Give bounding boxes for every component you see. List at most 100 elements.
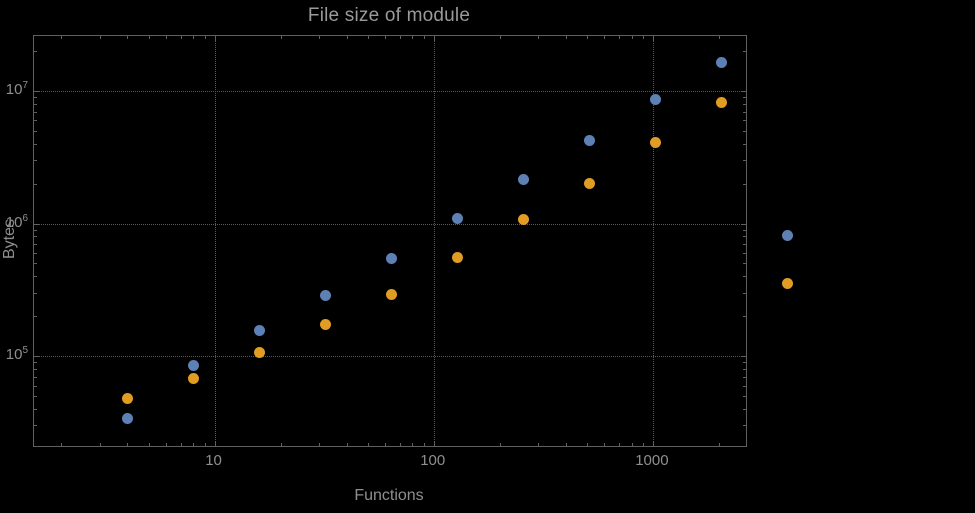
y-minor-tick [34, 120, 37, 122]
y-minor-tick [743, 385, 746, 387]
x-minor-tick [148, 443, 150, 446]
y-major-tick [34, 356, 39, 358]
data-point-blue [385, 253, 397, 265]
x-minor-tick [367, 36, 369, 39]
data-point-orange [451, 252, 463, 264]
x-minor-tick [412, 36, 414, 39]
y-minor-tick [743, 316, 746, 318]
x-minor-tick [99, 36, 101, 39]
y-major-tick [34, 223, 39, 225]
data-point-blue [583, 135, 595, 147]
y-minor-tick [34, 236, 37, 238]
x-minor-tick [367, 443, 369, 446]
x-minor-tick [193, 443, 195, 446]
x-minor-tick [586, 36, 588, 39]
x-minor-tick [618, 443, 620, 446]
x-axis-label: Functions [354, 487, 424, 504]
y-minor-tick [743, 183, 746, 185]
y-minor-tick [34, 183, 37, 185]
x-minor-tick [319, 36, 321, 39]
plot-area [33, 35, 793, 447]
y-minor-tick [34, 385, 37, 387]
x-minor-tick [385, 443, 387, 446]
x-minor-tick [631, 36, 633, 39]
y-minor-tick [743, 97, 746, 99]
y-minor-tick [34, 51, 37, 53]
data-point-blue [121, 412, 133, 424]
x-minor-tick [99, 443, 101, 446]
x-major-tick [214, 36, 216, 41]
y-gridline [34, 356, 746, 358]
x-minor-tick [127, 443, 129, 446]
x-minor-tick [165, 36, 167, 39]
x-minor-tick [180, 36, 182, 39]
y-minor-tick [34, 130, 37, 132]
chart-title: File size of module [307, 5, 471, 26]
x-minor-tick [204, 443, 206, 446]
x-minor-tick [499, 36, 501, 39]
y-minor-tick [743, 103, 746, 105]
y-minor-tick [743, 396, 746, 398]
x-minor-tick [538, 443, 540, 446]
y-minor-tick [34, 103, 37, 105]
x-tick-label: 100 [420, 452, 446, 469]
data-point-blue [319, 290, 331, 302]
x-major-tick [433, 441, 435, 446]
y-minor-tick [34, 368, 37, 370]
x-minor-tick [346, 36, 348, 39]
data-point-blue [187, 360, 199, 371]
x-tick-label: 10 [205, 452, 222, 469]
y-minor-tick [743, 111, 746, 113]
y-minor-tick [34, 111, 37, 113]
y-minor-tick [34, 252, 37, 254]
x-minor-tick [718, 36, 720, 39]
x-minor-tick [604, 36, 606, 39]
x-major-tick [652, 441, 654, 446]
y-minor-tick [743, 51, 746, 53]
x-minor-tick [412, 443, 414, 446]
x-major-tick [214, 441, 216, 446]
x-minor-tick [385, 36, 387, 39]
data-point-orange [583, 178, 595, 190]
x-minor-tick [280, 36, 282, 39]
y-major-tick [34, 91, 39, 92]
x-minor-tick [586, 443, 588, 446]
y-minor-tick [743, 252, 746, 254]
y-minor-tick [743, 244, 746, 246]
y-tick-label: 106 [5, 212, 28, 231]
data-point-orange [121, 392, 133, 404]
y-minor-tick [743, 120, 746, 122]
data-point-blue [781, 229, 793, 241]
y-minor-tick [34, 316, 37, 318]
y-minor-tick [34, 97, 37, 99]
x-minor-tick [61, 36, 63, 39]
x-minor-tick [604, 443, 606, 446]
x-gridline [433, 36, 435, 446]
y-minor-tick [34, 263, 37, 265]
x-minor-tick [642, 443, 644, 446]
data-point-orange [781, 277, 793, 289]
x-minor-tick [399, 443, 401, 446]
x-minor-tick [346, 443, 348, 446]
y-minor-tick [743, 236, 746, 238]
data-point-orange [385, 289, 397, 301]
x-minor-tick [399, 36, 401, 39]
x-minor-tick [319, 443, 321, 446]
x-minor-tick [565, 36, 567, 39]
y-minor-tick [34, 362, 37, 364]
y-minor-tick [34, 276, 37, 278]
data-point-orange [319, 319, 331, 331]
x-tick-label: 1000 [635, 452, 669, 469]
data-point-orange [715, 96, 727, 108]
x-minor-tick [127, 36, 129, 39]
x-minor-tick [280, 443, 282, 446]
x-major-tick [433, 36, 435, 41]
y-major-tick [741, 91, 746, 92]
x-minor-tick [423, 443, 425, 446]
x-minor-tick [565, 443, 567, 446]
x-minor-tick [499, 443, 501, 446]
y-tick-label: 105 [5, 345, 28, 364]
data-point-blue [451, 212, 463, 224]
x-minor-tick [193, 36, 195, 39]
x-gridline [652, 36, 654, 446]
